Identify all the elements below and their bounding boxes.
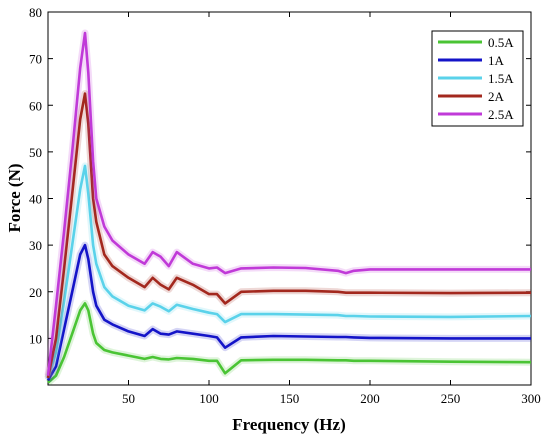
legend-label-1: 1A — [488, 53, 505, 68]
x-tick-label: 250 — [441, 391, 461, 406]
y-tick-label: 50 — [29, 145, 42, 160]
x-tick-label: 300 — [521, 391, 541, 406]
series-2-line — [46, 164, 532, 379]
series-3-line — [46, 92, 532, 379]
series-layer — [44, 29, 532, 386]
series-4-line — [46, 31, 531, 376]
x-tick-label: 50 — [122, 391, 135, 406]
y-tick-label: 30 — [29, 238, 42, 253]
x-tick-label: 150 — [280, 391, 300, 406]
x-tick-label: 200 — [360, 391, 380, 406]
legend-label-4: 2.5A — [488, 107, 514, 122]
series-1-line — [46, 243, 531, 381]
y-tick-label: 40 — [29, 192, 42, 207]
y-tick-label: 20 — [29, 285, 42, 300]
y-axis-title: Force (N) — [5, 163, 24, 232]
y-axis: 10 20 30 40 50 60 70 80 — [29, 5, 531, 346]
x-axis: 50 100 150 200 250 300 — [122, 12, 541, 406]
legend-label-0: 0.5A — [488, 35, 514, 50]
legend-label-3: 2A — [488, 89, 505, 104]
y-tick-label: 10 — [29, 331, 42, 346]
x-axis-title: Frequency (Hz) — [232, 415, 345, 434]
y-tick-label: 70 — [29, 52, 42, 67]
y-tick-label: 80 — [29, 5, 42, 20]
legend: 0.5A 1A 1.5A 2A 2.5A — [431, 30, 524, 127]
x-tick-label: 100 — [199, 391, 219, 406]
y-tick-label: 60 — [29, 98, 42, 113]
legend-label-2: 1.5A — [488, 71, 514, 86]
series-0-line — [47, 302, 532, 384]
